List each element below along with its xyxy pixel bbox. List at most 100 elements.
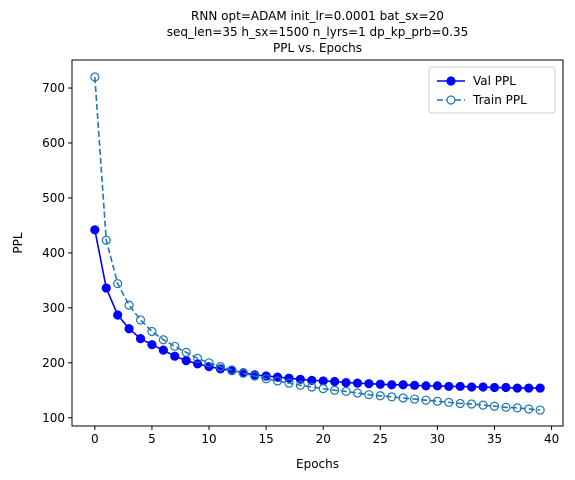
x-tick-label: 5 <box>148 432 156 446</box>
data-point <box>170 351 180 361</box>
chart-title-line: RNN opt=ADAM init_lr=0.0001 bat_sx=20 <box>191 9 444 23</box>
y-tick-label: 300 <box>42 301 65 315</box>
data-point <box>158 345 168 355</box>
data-point <box>455 381 465 392</box>
data-point <box>409 380 420 390</box>
data-point <box>135 315 146 325</box>
data-point <box>307 375 317 385</box>
data-point <box>135 334 146 344</box>
chart-title-line: PPL vs. Epochs <box>273 41 362 55</box>
data-point <box>295 380 305 390</box>
data-point <box>524 383 534 393</box>
data-point <box>387 380 397 390</box>
data-point <box>204 358 214 368</box>
series-line <box>94 229 541 389</box>
data-point <box>284 378 294 388</box>
data-point <box>330 376 340 387</box>
x-axis-ticks: 0 5 10 15 20 25 30 35 40 <box>91 426 559 446</box>
data-point <box>352 388 363 398</box>
data-point <box>398 380 408 390</box>
data-point <box>489 382 500 393</box>
x-tick-label: 30 <box>430 432 445 446</box>
data-point <box>409 394 420 404</box>
data-point <box>181 356 191 366</box>
y-tick-label: 500 <box>42 191 65 205</box>
data-point <box>387 392 397 402</box>
data-point <box>421 395 431 405</box>
data-point <box>364 379 374 389</box>
series-train-ppl <box>90 72 545 415</box>
legend-marker <box>446 95 456 105</box>
data-point <box>284 373 294 383</box>
x-tick-label: 35 <box>487 432 502 446</box>
data-point <box>330 385 340 395</box>
data-point <box>147 326 157 337</box>
data-point <box>375 391 385 401</box>
data-point <box>421 381 431 391</box>
legend-box <box>428 66 556 114</box>
legend-entry: Val PPL <box>437 74 516 88</box>
data-point <box>489 401 500 411</box>
legend-entry: Train PPL <box>437 93 527 107</box>
data-point <box>227 365 237 375</box>
y-tick-label: 400 <box>42 246 65 260</box>
data-point <box>444 397 454 407</box>
data-point <box>101 235 111 245</box>
data-point <box>90 72 100 82</box>
data-point <box>215 362 226 372</box>
series-val-ppl <box>90 225 545 393</box>
x-tick-label: 40 <box>544 432 559 446</box>
x-tick-label: 25 <box>373 432 388 446</box>
data-point <box>113 279 123 289</box>
data-point <box>272 376 283 386</box>
legend: Val PPL Train PPL <box>428 66 556 114</box>
chart-title-line: seq_len=35 h_sx=1500 n_lyrs=1 dp_kp_prb=… <box>167 25 469 39</box>
data-point <box>535 383 545 393</box>
data-point <box>341 377 351 388</box>
data-point <box>318 376 328 386</box>
x-tick-label: 0 <box>91 432 99 446</box>
data-point <box>170 341 180 351</box>
data-point <box>364 390 374 400</box>
data-point <box>181 347 191 357</box>
data-point <box>478 400 488 410</box>
data-point <box>113 310 123 320</box>
data-point <box>467 399 477 409</box>
series-line <box>94 76 541 411</box>
legend-marker <box>446 76 456 86</box>
data-point <box>158 335 168 345</box>
data-point <box>261 374 271 384</box>
data-point <box>318 384 328 394</box>
data-point <box>147 340 157 350</box>
data-point <box>101 283 111 293</box>
data-point <box>193 353 203 364</box>
data-point <box>307 382 317 392</box>
data-point <box>455 398 465 409</box>
data-point <box>535 405 545 415</box>
y-tick-label: 700 <box>42 81 65 95</box>
data-point <box>124 324 134 334</box>
data-point <box>512 403 522 413</box>
y-tick-label: 600 <box>42 136 65 150</box>
x-axis-label: Epochs <box>296 457 339 471</box>
x-tick-label: 10 <box>201 432 216 446</box>
data-point <box>432 381 442 391</box>
data-point <box>501 402 511 412</box>
data-point <box>524 404 534 414</box>
data-point <box>444 381 454 392</box>
data-point <box>467 382 477 392</box>
legend-label: Train PPL <box>472 93 527 107</box>
data-point <box>238 368 248 378</box>
data-point <box>352 378 363 388</box>
y-axis-ticks: 100 200 300 400 500 600 700 <box>42 81 72 425</box>
data-point <box>501 382 511 393</box>
data-point <box>432 396 442 406</box>
data-point <box>398 393 408 403</box>
y-tick-label: 100 <box>42 411 65 425</box>
plot-frame <box>71 59 564 427</box>
data-point <box>375 379 385 389</box>
plot-series <box>90 72 545 415</box>
data-point <box>478 382 488 392</box>
data-point <box>512 383 522 393</box>
